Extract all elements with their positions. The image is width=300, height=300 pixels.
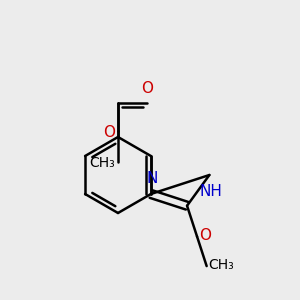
- Text: O: O: [199, 228, 211, 243]
- Text: O: O: [103, 125, 115, 140]
- Text: O: O: [142, 81, 154, 96]
- Text: CH₃: CH₃: [89, 156, 115, 170]
- Text: N: N: [146, 171, 158, 186]
- Text: CH₃: CH₃: [209, 258, 234, 272]
- Text: NH: NH: [200, 184, 223, 199]
